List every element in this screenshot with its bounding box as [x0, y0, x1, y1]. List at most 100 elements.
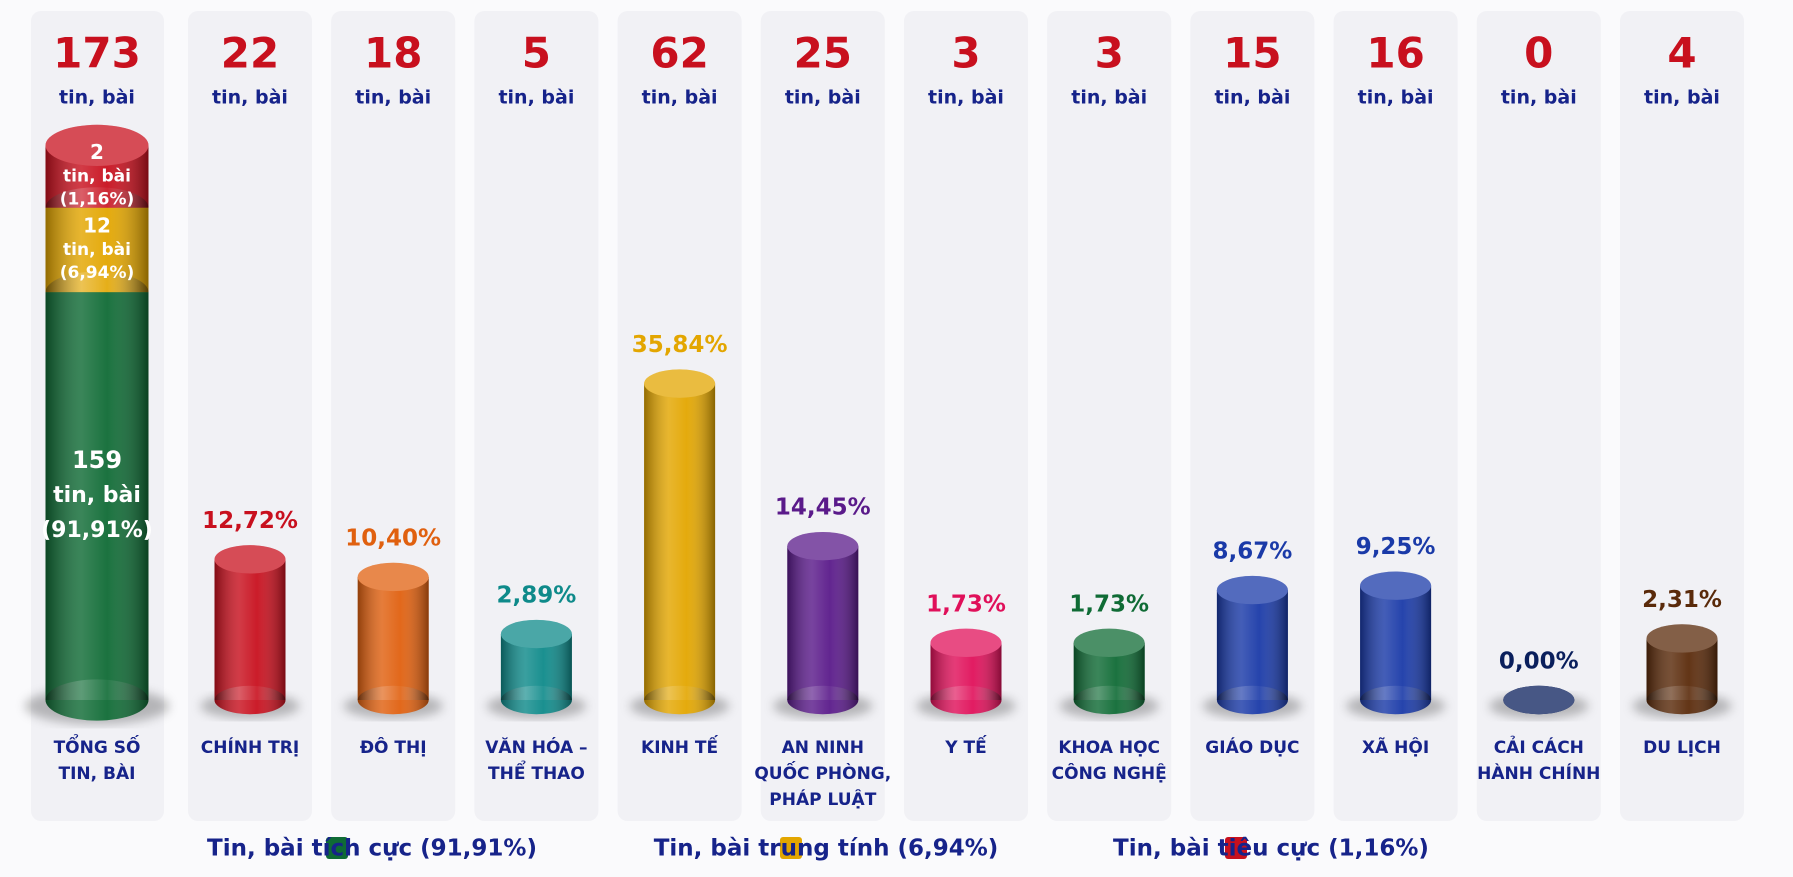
panel	[1047, 11, 1172, 821]
category-label: KHOA HỌC CÔNG NGHỆ	[1052, 738, 1167, 784]
cylinder-top	[45, 124, 149, 166]
value-label: 2,31%	[1642, 587, 1722, 613]
value-label: 12,72%	[202, 508, 298, 534]
cylinder-bottom-shading	[214, 685, 286, 715]
panel	[1476, 11, 1601, 821]
unit-label: tin, bài	[355, 87, 431, 109]
panel	[904, 11, 1028, 821]
panel	[1620, 11, 1744, 821]
cylinder-shading	[644, 383, 716, 700]
cylinder-bottom-shading	[357, 685, 429, 715]
unit-label: tin, bài	[212, 87, 288, 109]
panel	[474, 11, 599, 821]
cylinder-bottom-shading	[787, 685, 859, 715]
segment-count: 2	[90, 140, 104, 164]
unit-label: tin, bài	[1071, 87, 1147, 109]
cylinder-top-highlight	[1073, 628, 1145, 658]
cylinder-bottom-shading	[1360, 685, 1432, 715]
count-label: 4	[1667, 29, 1696, 78]
unit-label: tin, bài	[785, 87, 861, 109]
category-label: XÃ HỘI	[1362, 735, 1429, 758]
segment-count: 159	[72, 446, 122, 474]
cylinder-top-highlight	[1216, 575, 1288, 605]
cylinder-bottom-shading	[500, 685, 572, 715]
count-label: 0	[1524, 29, 1553, 78]
unit-label: tin, bài	[1358, 87, 1434, 109]
cylinder-top-highlight	[787, 531, 859, 561]
category-label: KINH TẾ	[641, 734, 718, 758]
count-label: 15	[1223, 29, 1281, 78]
cylinder-top-highlight	[357, 562, 429, 592]
count-label: 3	[1095, 29, 1124, 78]
count-label: 25	[794, 29, 852, 78]
value-label: 9,25%	[1356, 534, 1436, 560]
segment-share: (91,91%)	[41, 518, 153, 543]
cylinder-bottom-shading	[644, 685, 716, 715]
value-label: 2,89%	[497, 583, 577, 609]
segment-unit: tin, bài	[53, 483, 141, 508]
cylinder-top	[787, 531, 859, 561]
category-label: ĐÔ THỊ	[360, 736, 427, 758]
cylinder-bottom-shading	[1073, 685, 1145, 715]
cylinder-bottom-shading	[930, 685, 1002, 715]
count-label: 173	[53, 29, 141, 78]
count-label: 62	[650, 29, 708, 78]
count-label: 22	[221, 29, 279, 78]
cylinder-top-highlight	[1646, 624, 1718, 653]
cylinder-top-highlight	[214, 545, 286, 574]
category-label: CẢI CÁCH HÀNH CHÍNH	[1477, 735, 1600, 784]
cylinder-bottom-shading	[1216, 685, 1288, 715]
count-label: 18	[364, 29, 422, 78]
value-label: 14,45%	[775, 495, 871, 521]
segment-unit: tin, bài	[63, 240, 131, 260]
count-label: 16	[1366, 29, 1424, 78]
cylinder-top-highlight	[45, 124, 149, 166]
cylinder-shading	[45, 292, 149, 700]
unit-label: tin, bài	[1501, 87, 1577, 109]
value-label: 1,73%	[926, 591, 1006, 617]
value-label: 35,84%	[632, 332, 728, 358]
segment-unit: tin, bài	[63, 167, 131, 187]
cylinder-top-highlight	[1360, 571, 1432, 600]
cylinder-shading	[1360, 585, 1432, 700]
cylinder-top	[930, 628, 1002, 658]
cylinder-bottom-shading	[45, 679, 149, 721]
cylinder-top	[1503, 685, 1575, 715]
legend-label: Tin, bài trung tính (6,94%)	[654, 836, 999, 862]
cylinder-shading	[1216, 590, 1288, 700]
cylinder-top	[500, 619, 572, 649]
unit-label: tin, bài	[642, 87, 718, 109]
cylinder-shading	[357, 576, 429, 700]
category-label: GIÁO DỤC	[1205, 736, 1299, 758]
cylinder-top	[1360, 571, 1432, 600]
unit-label: tin, bài	[928, 87, 1004, 109]
category-label: CHÍNH TRỊ	[201, 736, 299, 758]
legend-label: Tin, bài tích cực (91,91%)	[207, 836, 537, 862]
cylinder-top	[1216, 575, 1288, 605]
unit-label: tin, bài	[1214, 87, 1290, 109]
unit-label: tin, bài	[498, 87, 574, 109]
category-label: DU LỊCH	[1643, 738, 1721, 758]
value-label: 10,40%	[345, 525, 441, 551]
cylinder-bottom-shading	[1646, 685, 1718, 715]
cylinder-top-highlight	[1503, 685, 1575, 715]
count-label: 5	[522, 29, 551, 78]
cylinder-top-highlight	[644, 369, 716, 398]
value-label: 8,67%	[1213, 539, 1293, 565]
cylinder-top	[644, 369, 716, 398]
cylinder-top-highlight	[930, 628, 1002, 658]
unit-label: tin, bài	[59, 87, 135, 109]
legend-swatch	[780, 837, 802, 859]
cylinder-top	[357, 562, 429, 592]
category-label: VĂN HÓA – THỂ THAO	[485, 736, 587, 784]
segment-share: (1,16%)	[60, 190, 135, 210]
cylinder-top	[1646, 624, 1718, 653]
cylinder-top	[214, 545, 286, 574]
cylinder-shading	[214, 559, 286, 700]
count-label: 3	[951, 29, 980, 78]
cylinder-top	[1073, 628, 1145, 658]
value-label: 0,00%	[1499, 649, 1579, 675]
cylinder-shading	[787, 546, 859, 700]
